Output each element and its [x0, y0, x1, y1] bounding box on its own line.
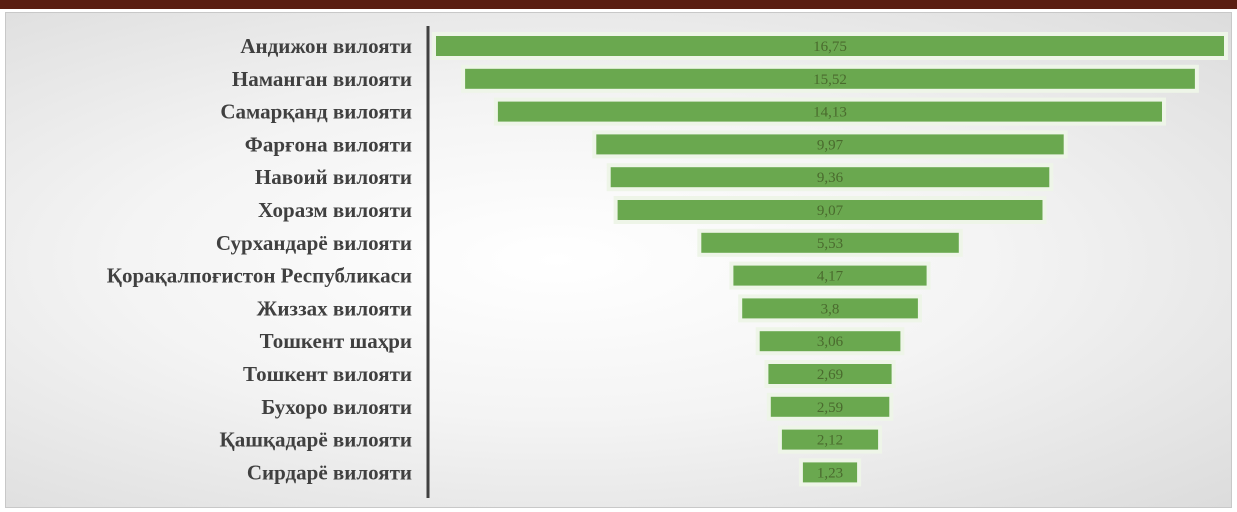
category-label: Сурхандарё вилояти: [216, 231, 412, 255]
category-label: Наманган вилояти: [232, 67, 412, 91]
bar: [798, 458, 862, 487]
value-label: 9,07: [817, 203, 844, 219]
value-label: 14,13: [813, 105, 847, 121]
category-label: Бухоро вилояти: [261, 395, 412, 419]
category-label: Тошкент вилояти: [243, 362, 412, 386]
value-label: 1,23: [817, 465, 843, 481]
category-label: Жиззах вилояти: [257, 296, 412, 320]
value-label: 2,59: [817, 400, 843, 416]
bar: [613, 196, 1047, 224]
category-label: Қорақалпоғистон Республикаси: [107, 264, 412, 288]
value-label: 3,06: [817, 334, 844, 350]
value-label: 9,97: [817, 137, 844, 153]
bar: [697, 228, 963, 257]
bar: [592, 130, 1068, 159]
bar: [432, 32, 1228, 60]
category-label: Тошкент шаҳри: [260, 329, 412, 353]
category-label: Қашқадарё вилояти: [219, 428, 412, 452]
bar: [729, 261, 931, 290]
category-label: Хоразм вилояти: [258, 198, 412, 222]
bar: [493, 97, 1166, 126]
top-border-bar: [0, 0, 1237, 9]
bar: [755, 327, 905, 356]
bar: [461, 64, 1199, 93]
bar: [738, 294, 922, 323]
value-label: 15,52: [813, 72, 847, 88]
value-label: 2,12: [817, 433, 843, 449]
value-label: 2,69: [817, 367, 843, 383]
value-label: 3,8: [821, 301, 840, 317]
bar: [766, 392, 894, 421]
value-label: 16,75: [813, 39, 847, 55]
chart-area: [5, 12, 1232, 508]
value-label: 5,53: [817, 236, 843, 252]
value-label: 4,17: [817, 269, 844, 285]
bar: [777, 425, 883, 454]
category-label: Самарқанд вилояти: [220, 100, 412, 124]
category-label: Сирдарё вилояти: [247, 460, 412, 484]
value-label: 9,36: [817, 170, 844, 186]
category-label: Андижон вилояти: [240, 34, 412, 58]
category-label: Навоий вилояти: [255, 165, 412, 189]
category-label: Фарғона вилояти: [245, 132, 412, 156]
bar: [764, 360, 896, 388]
bar: [606, 163, 1054, 192]
